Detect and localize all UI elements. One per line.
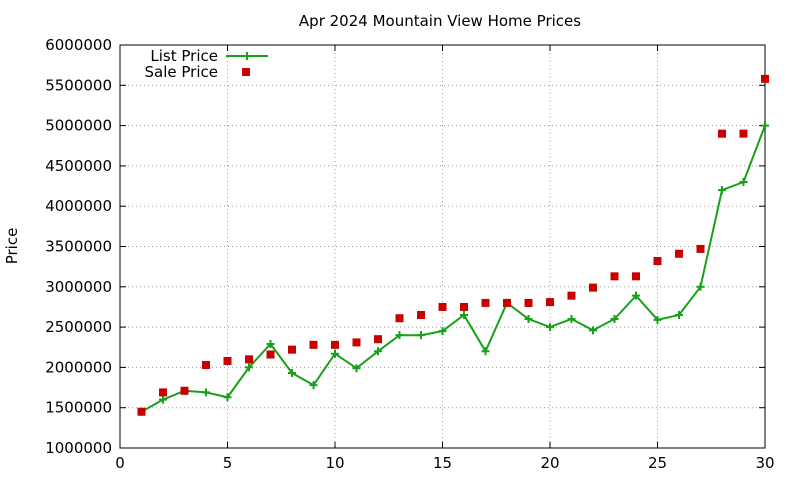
list-price-point xyxy=(675,311,683,320)
list-price-point xyxy=(352,364,361,373)
sale-price-point xyxy=(481,298,490,307)
list-price-line xyxy=(141,125,766,413)
x-tick-label: 20 xyxy=(540,454,559,472)
plot-frame xyxy=(119,44,766,449)
list-price-point xyxy=(374,347,382,356)
legend-label-list-price: List Price xyxy=(150,47,218,65)
sale-price-point xyxy=(395,314,404,323)
sale-price-point xyxy=(223,356,232,365)
sale-price-point xyxy=(761,74,769,83)
y-tick-label: 5000000 xyxy=(45,117,112,135)
x-tick-label: 15 xyxy=(433,454,452,472)
list-price-point xyxy=(567,315,576,324)
sale-price-point xyxy=(417,311,425,320)
sale-price-point xyxy=(288,345,296,354)
grid xyxy=(120,45,765,448)
sale-price-point xyxy=(245,355,253,364)
sale-price-point xyxy=(309,340,318,349)
x-tick-label: 10 xyxy=(325,454,344,472)
legend-swatch-sale-price xyxy=(242,68,250,76)
legend-marker-list-price xyxy=(243,52,251,60)
sale-price-point xyxy=(589,283,597,292)
y-tick-label: 4000000 xyxy=(45,197,112,215)
sale-price-point xyxy=(352,338,361,347)
sale-price-point xyxy=(266,350,275,359)
sale-price-point xyxy=(159,388,167,397)
sale-price-point xyxy=(718,129,726,138)
legend: List Price Sale Price xyxy=(145,47,268,81)
list-price-point xyxy=(202,388,210,397)
list-price-point xyxy=(589,326,597,335)
y-tick-label: 3500000 xyxy=(45,238,112,256)
sale-price-point xyxy=(632,272,640,281)
y-tick-label: 4500000 xyxy=(45,157,112,175)
sale-price-point xyxy=(137,407,146,416)
y-tick-label: 2500000 xyxy=(45,318,112,336)
sale-price-point xyxy=(180,386,189,395)
list-price-point xyxy=(288,369,296,378)
sale-price-point xyxy=(503,298,511,307)
list-price-point xyxy=(417,331,425,340)
y-tick-label: 2000000 xyxy=(45,358,112,376)
list-price-point xyxy=(524,315,533,324)
x-tick-label: 5 xyxy=(223,454,233,472)
list-price-point xyxy=(610,315,619,324)
sale-price-point xyxy=(739,129,748,138)
list-price-point xyxy=(331,349,339,358)
sale-price-point xyxy=(524,298,533,307)
sale-price-point xyxy=(331,340,339,349)
sale-price-point xyxy=(675,249,683,258)
list-price-point xyxy=(546,323,554,332)
sale-price-point xyxy=(202,360,210,369)
list-price-point xyxy=(159,395,167,404)
list-price-point xyxy=(761,121,769,130)
y-tick-label: 1000000 xyxy=(45,439,112,457)
sale-price-point xyxy=(653,257,662,266)
list-price-point xyxy=(653,315,662,324)
list-price-point xyxy=(223,393,232,402)
list-price-point xyxy=(309,381,318,390)
chart-title: Apr 2024 Mountain View Home Prices xyxy=(299,12,581,30)
list-price-point xyxy=(481,347,490,356)
y-tick-label: 6000000 xyxy=(45,36,112,54)
series xyxy=(137,74,769,416)
list-price-point xyxy=(266,340,275,349)
sale-price-point xyxy=(374,335,382,344)
list-price-point xyxy=(718,186,726,195)
series-sale-price xyxy=(137,74,769,416)
x-tick-label: 25 xyxy=(648,454,667,472)
x-tick-label: 0 xyxy=(115,454,125,472)
y-tick-label: 3000000 xyxy=(45,278,112,296)
list-price-point xyxy=(632,291,640,300)
sale-price-point xyxy=(546,298,554,307)
sale-price-point xyxy=(696,244,705,253)
list-price-point xyxy=(460,311,468,320)
list-price-point xyxy=(438,327,447,336)
list-price-point xyxy=(696,282,705,291)
y-tick-label: 5500000 xyxy=(45,76,112,94)
x-tick-label: 30 xyxy=(755,454,774,472)
list-price-point xyxy=(395,331,404,340)
y-axis-label: Price xyxy=(3,228,21,265)
y-tick-label: 1500000 xyxy=(45,399,112,417)
sale-price-point xyxy=(460,302,468,311)
sale-price-point xyxy=(567,291,576,300)
list-price-point xyxy=(739,178,748,187)
sale-price-point xyxy=(610,272,619,281)
legend-label-sale-price: Sale Price xyxy=(145,63,218,81)
sale-price-point xyxy=(438,302,447,311)
list-price-point xyxy=(245,363,253,372)
axis-ticks: 1000000 1500000 2000000 2500000 3000000 35000… xyxy=(45,36,774,472)
